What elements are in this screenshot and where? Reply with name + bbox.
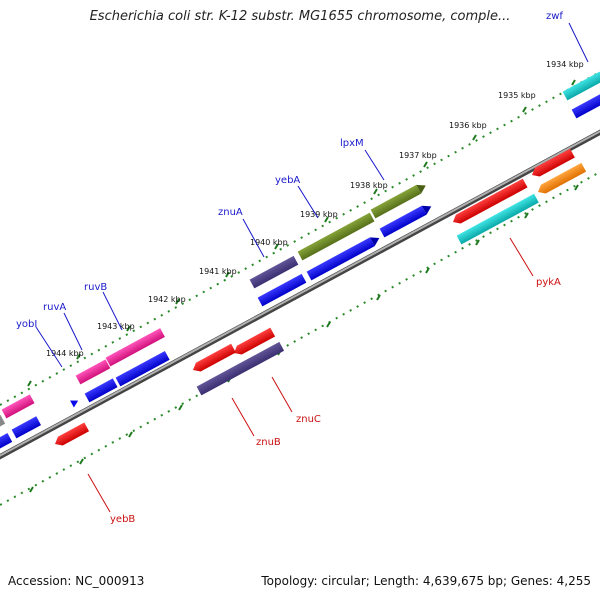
tick-label-1943: 1943 kbp [97,322,135,331]
gene-label-znuA[interactable]: znuA [218,207,243,218]
scale-tick [571,79,576,86]
scale-tick [522,106,527,113]
feature-ruvA[interactable] [75,359,111,385]
scale-tick [274,243,279,250]
feature-track-reverse [53,148,587,448]
scale-tick [475,239,480,246]
gene-label-lpxM[interactable]: lpxM [340,138,364,149]
feature-ruvA-inner[interactable] [84,378,118,403]
scale-tick [126,325,131,332]
leader-zwf [568,22,589,63]
feature-left-magenta[interactable] [1,394,35,419]
tick-label-1934: 1934 kbp [546,60,584,69]
leader-lpxM [364,149,385,181]
feature-yebA-inner[interactable] [306,234,382,281]
feature-pykA-cyan[interactable] [456,193,539,245]
gene-label-yebB[interactable]: yebB [110,514,135,525]
leader-znuC [271,376,293,413]
gene-label-ruvA[interactable]: ruvA [43,302,66,313]
scale-tick [472,134,477,141]
feature-znuA-inner[interactable] [257,273,307,307]
tick-label-1937: 1937 kbp [399,151,437,160]
feature-pykA[interactable] [451,178,528,227]
chromosome-backbone-highlight [0,130,600,457]
scale-tick [423,161,428,168]
gene-label-pykA[interactable]: pykA [536,277,561,288]
gene-leader-lines [35,22,589,513]
feature-track-forward-inner [0,93,600,451]
lower-scale-ticks [29,184,579,493]
feature-znuC-top[interactable] [232,327,276,358]
lower-scale-line [0,171,600,506]
feature-pykA-top[interactable] [530,148,575,180]
scale-tick [175,298,180,305]
feature-left-gray[interactable] [0,414,6,429]
tick-label-1942: 1942 kbp [148,295,186,304]
tick-label-1938: 1938 kbp [350,181,388,190]
gene-label-zwf[interactable]: zwf [546,11,563,22]
leader-yebA [297,185,319,219]
tick-label-1936: 1936 kbp [449,121,487,130]
scale-tick [326,321,331,328]
scale-tick [27,380,32,387]
scale-tick [425,267,430,274]
scale-tick [373,188,378,195]
scale-tick [29,486,34,493]
feature-yebA[interactable] [297,212,375,261]
leader-ruvB [102,291,123,331]
scale-tick [524,212,529,219]
tick-label-1939: 1939 kbp [300,210,338,219]
gene-label-yobI[interactable]: yobI [16,319,37,330]
feature-track-forward-outer [0,71,600,429]
feature-lpxM-inner[interactable] [379,202,434,238]
gene-label-znuB[interactable]: znuB [256,437,281,448]
leader-yebB [87,473,111,513]
gene-label-znuC[interactable]: znuC [296,414,321,425]
scale-tick [76,353,81,360]
upper-scale-ticks [27,79,576,387]
feature-yebB[interactable] [53,422,90,448]
tick-label-1935: 1935 kbp [498,91,536,100]
feature-orange[interactable] [536,162,587,197]
gene-labels: zwf lpxM yebA znuA ruvB ruvA yobI pykA z… [16,11,563,525]
scale-tick [128,431,133,438]
leader-yobI [35,326,63,368]
leader-znuB [231,397,255,437]
feature-yobI[interactable] [70,397,80,408]
scale-tick [376,294,381,301]
feature-lpxM[interactable] [370,181,429,219]
scale-tick [225,271,230,278]
feature-left-blue-1[interactable] [11,416,42,439]
map-title: Escherichia coli str. K-12 substr. MG165… [89,9,511,24]
tick-label-1941: 1941 kbp [199,267,237,276]
gene-label-ruvB[interactable]: ruvB [84,282,107,293]
feature-ruvB-inner[interactable] [115,350,170,387]
accession-text: Accession: NC_000913 [8,574,145,588]
leader-pykA [509,237,534,277]
feature-ruvB[interactable] [105,328,165,367]
tick-label-1940: 1940 kbp [250,238,288,247]
tick-label-1944: 1944 kbp [46,349,84,358]
scale-tick [574,184,579,191]
feature-znuB[interactable] [196,341,285,396]
topology-summary-text: Topology: circular; Length: 4,639,675 bp… [261,574,591,588]
feature-zwf-inner[interactable] [571,93,600,119]
leader-znuA [242,218,265,258]
feature-left-blue-2[interactable] [0,433,13,451]
scale-tick [178,404,183,411]
feature-zwf[interactable] [562,71,600,101]
leader-ruvA [63,312,83,351]
scale-tick [324,216,329,223]
scale-tick [79,458,84,465]
feature-znuA[interactable] [249,255,299,289]
scale-labels: 1934 kbp 1935 kbp 1936 kbp 1937 kbp 1938… [46,60,584,358]
feature-znuC[interactable] [191,343,236,375]
gene-label-yebA[interactable]: yebA [275,175,300,186]
